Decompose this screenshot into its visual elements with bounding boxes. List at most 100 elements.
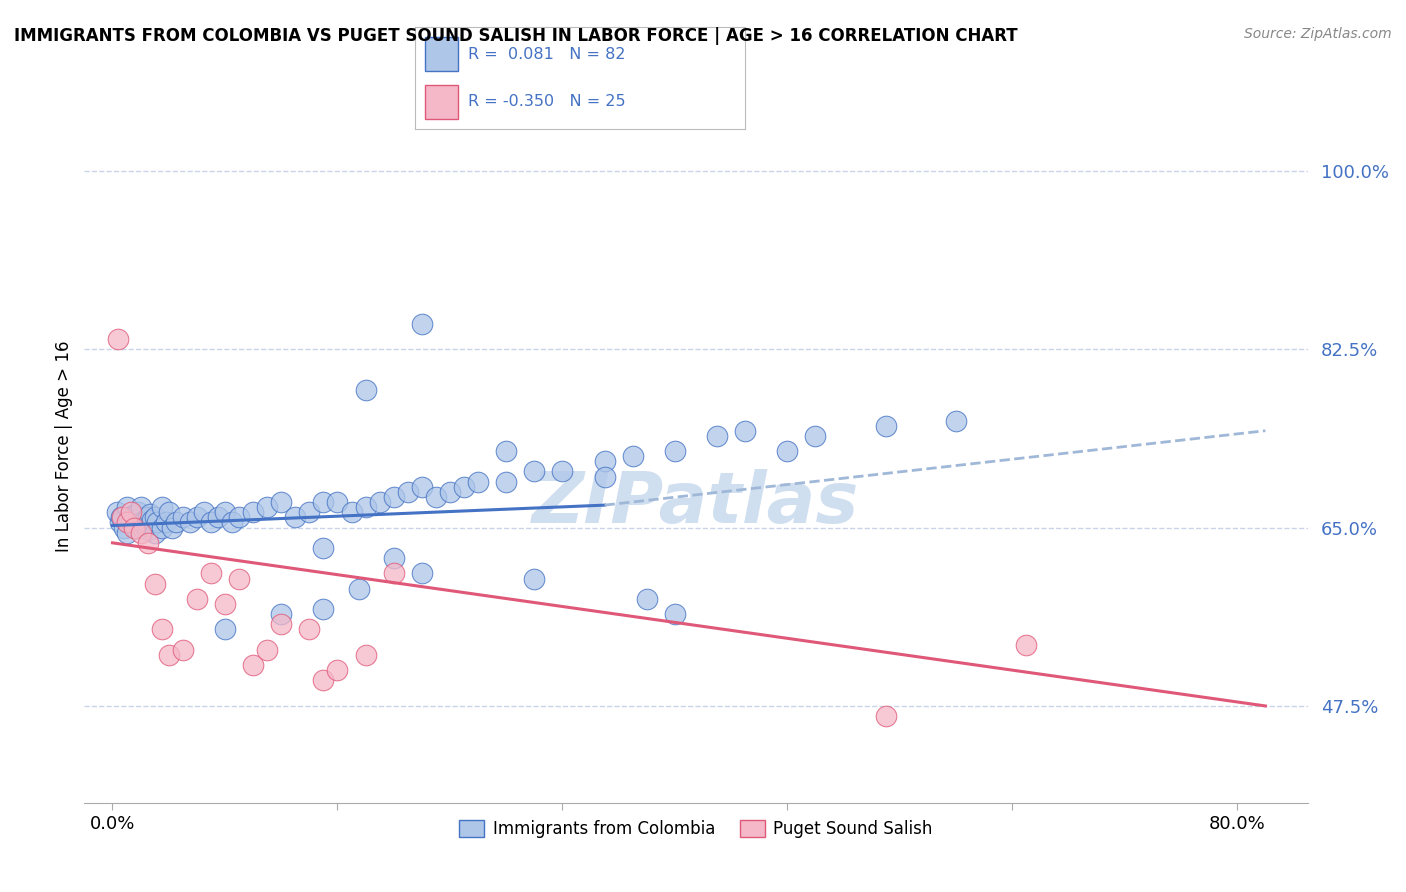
Point xyxy=(453,480,475,494)
Point xyxy=(165,516,187,530)
Point xyxy=(108,516,131,530)
Point xyxy=(115,500,138,515)
Point xyxy=(150,520,173,534)
FancyBboxPatch shape xyxy=(425,86,458,119)
Point xyxy=(112,520,135,534)
Point xyxy=(734,424,756,438)
Point xyxy=(193,505,215,519)
Point xyxy=(382,566,405,581)
Point xyxy=(214,623,236,637)
Point xyxy=(368,495,391,509)
Point xyxy=(157,505,180,519)
Point xyxy=(150,500,173,515)
Point xyxy=(228,572,250,586)
Point xyxy=(179,516,201,530)
Point xyxy=(467,475,489,489)
Point xyxy=(312,602,335,616)
Point xyxy=(111,510,134,524)
Point xyxy=(150,623,173,637)
Point xyxy=(382,490,405,504)
Point xyxy=(136,523,159,537)
Point xyxy=(141,513,163,527)
Point xyxy=(131,520,153,534)
Point xyxy=(122,512,145,526)
Point xyxy=(495,444,517,458)
Point xyxy=(270,617,292,632)
Point xyxy=(270,495,292,509)
Point xyxy=(200,516,222,530)
Point xyxy=(127,505,149,519)
Point xyxy=(122,508,145,523)
Point xyxy=(425,490,447,504)
Point xyxy=(200,566,222,581)
Point xyxy=(207,510,229,524)
Point xyxy=(312,541,335,555)
Point xyxy=(411,317,433,331)
Point xyxy=(636,591,658,606)
Point xyxy=(347,582,370,596)
Point xyxy=(118,510,141,524)
Point xyxy=(134,518,156,533)
Point xyxy=(143,576,166,591)
Point xyxy=(110,510,132,524)
Point xyxy=(776,444,799,458)
Point xyxy=(242,505,264,519)
Point xyxy=(664,444,686,458)
Point xyxy=(411,566,433,581)
Point xyxy=(523,572,546,586)
Point xyxy=(146,516,169,530)
Text: IMMIGRANTS FROM COLOMBIA VS PUGET SOUND SALISH IN LABOR FORCE | AGE > 16 CORRELA: IMMIGRANTS FROM COLOMBIA VS PUGET SOUND … xyxy=(14,27,1018,45)
Point xyxy=(411,480,433,494)
Text: R = -0.350   N = 25: R = -0.350 N = 25 xyxy=(468,95,626,109)
Point xyxy=(875,709,897,723)
Point xyxy=(143,510,166,524)
Point xyxy=(706,429,728,443)
Point xyxy=(157,648,180,662)
Point xyxy=(284,510,307,524)
Point xyxy=(256,643,278,657)
Point xyxy=(875,418,897,433)
Point xyxy=(804,429,827,443)
Text: Source: ZipAtlas.com: Source: ZipAtlas.com xyxy=(1244,27,1392,41)
Point xyxy=(298,623,321,637)
Point xyxy=(186,510,208,524)
Point xyxy=(120,505,142,519)
Point xyxy=(136,510,159,524)
Point xyxy=(155,516,177,530)
Point xyxy=(136,536,159,550)
FancyBboxPatch shape xyxy=(425,37,458,70)
Point xyxy=(354,383,377,397)
Point xyxy=(122,520,145,534)
Point xyxy=(115,525,138,540)
Point xyxy=(214,505,236,519)
Point xyxy=(228,510,250,524)
Point xyxy=(298,505,321,519)
Point xyxy=(214,597,236,611)
Legend: Immigrants from Colombia, Puget Sound Salish: Immigrants from Colombia, Puget Sound Sa… xyxy=(453,813,939,845)
Point xyxy=(115,516,138,530)
Point xyxy=(186,591,208,606)
Point xyxy=(242,658,264,673)
Point xyxy=(172,643,194,657)
Point xyxy=(396,484,419,499)
Point xyxy=(129,525,152,540)
Point xyxy=(523,465,546,479)
Point xyxy=(354,648,377,662)
Point xyxy=(221,516,243,530)
Point xyxy=(593,469,616,483)
Point xyxy=(354,500,377,515)
Point xyxy=(1015,638,1038,652)
Point xyxy=(139,508,162,522)
Point xyxy=(664,607,686,622)
Point xyxy=(120,516,142,530)
Point xyxy=(312,673,335,688)
Point xyxy=(439,484,461,499)
Point xyxy=(143,525,166,540)
Point xyxy=(593,454,616,468)
Point xyxy=(551,465,574,479)
Point xyxy=(160,520,183,534)
Point xyxy=(129,500,152,515)
Point xyxy=(172,510,194,524)
Point xyxy=(621,449,644,463)
Point xyxy=(107,332,129,346)
